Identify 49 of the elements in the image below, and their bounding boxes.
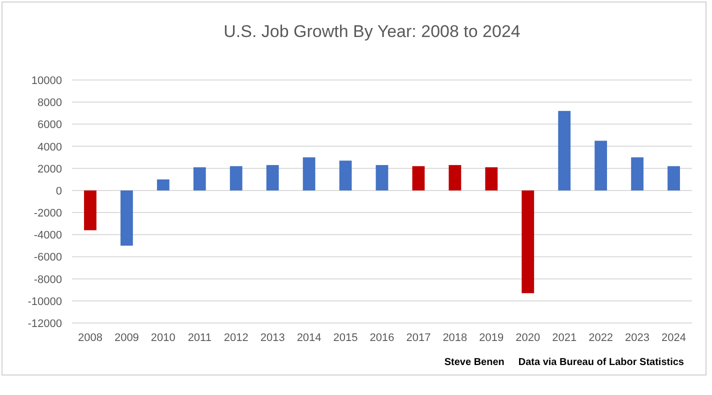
- x-tick-label: 2011: [188, 332, 212, 344]
- bar: [193, 167, 206, 190]
- bar: [120, 190, 133, 246]
- x-tick-label: 2021: [552, 332, 577, 344]
- bar: [339, 160, 352, 190]
- bar: [376, 165, 388, 190]
- y-tick-label: 4000: [38, 141, 62, 154]
- x-tick-label: 2008: [78, 332, 102, 344]
- y-tick-label: -12000: [28, 318, 62, 330]
- bar: [84, 190, 96, 230]
- x-tick-label: 2015: [333, 332, 358, 344]
- x-tick-label: 2010: [150, 332, 176, 344]
- y-tick-label: -10000: [28, 296, 62, 308]
- x-tick-label: 2014: [296, 332, 322, 344]
- x-tick-label: 2018: [442, 332, 468, 344]
- bar: [594, 140, 608, 190]
- bar: [412, 166, 425, 190]
- bar: [631, 157, 644, 190]
- bar: [668, 166, 680, 190]
- text: Data via Bureau of Labor Statistics: [518, 357, 684, 368]
- x-tick-label: 2016: [370, 332, 394, 344]
- bar: [485, 167, 498, 190]
- x-tick-label: 2020: [516, 332, 540, 344]
- bar: [266, 165, 279, 190]
- y-tick-label: 2000: [38, 163, 62, 176]
- bar: [558, 110, 571, 190]
- y-tick-label: -2000: [34, 208, 62, 220]
- x-tick-label: 2013: [260, 332, 285, 344]
- y-tick-label: -8000: [34, 274, 62, 286]
- x-tick-label: 2023: [625, 332, 650, 344]
- x-tick-label: 2024: [662, 332, 686, 344]
- y-tick-label: -4000: [34, 230, 62, 242]
- chart-title: U.S. Job Growth By Year: 2008 to 2024: [224, 22, 520, 41]
- bar: [302, 157, 316, 190]
- y-tick-label: 10000: [31, 75, 62, 87]
- x-tick-label: 2012: [224, 332, 248, 344]
- y-tick-label: 8000: [38, 97, 62, 110]
- text: Steve Benen: [444, 357, 504, 368]
- bar: [522, 190, 534, 294]
- y-tick-label: 0: [56, 185, 62, 198]
- y-tick-label: -6000: [34, 252, 62, 264]
- y-tick-label: 6000: [38, 119, 62, 132]
- x-tick-label: 2009: [114, 332, 139, 344]
- bar: [448, 165, 462, 190]
- x-tick-label: 2022: [588, 332, 614, 344]
- bar: [230, 166, 242, 190]
- bar: [156, 179, 170, 190]
- x-tick-label: 2017: [406, 332, 431, 344]
- x-tick-label: 2019: [479, 332, 504, 344]
